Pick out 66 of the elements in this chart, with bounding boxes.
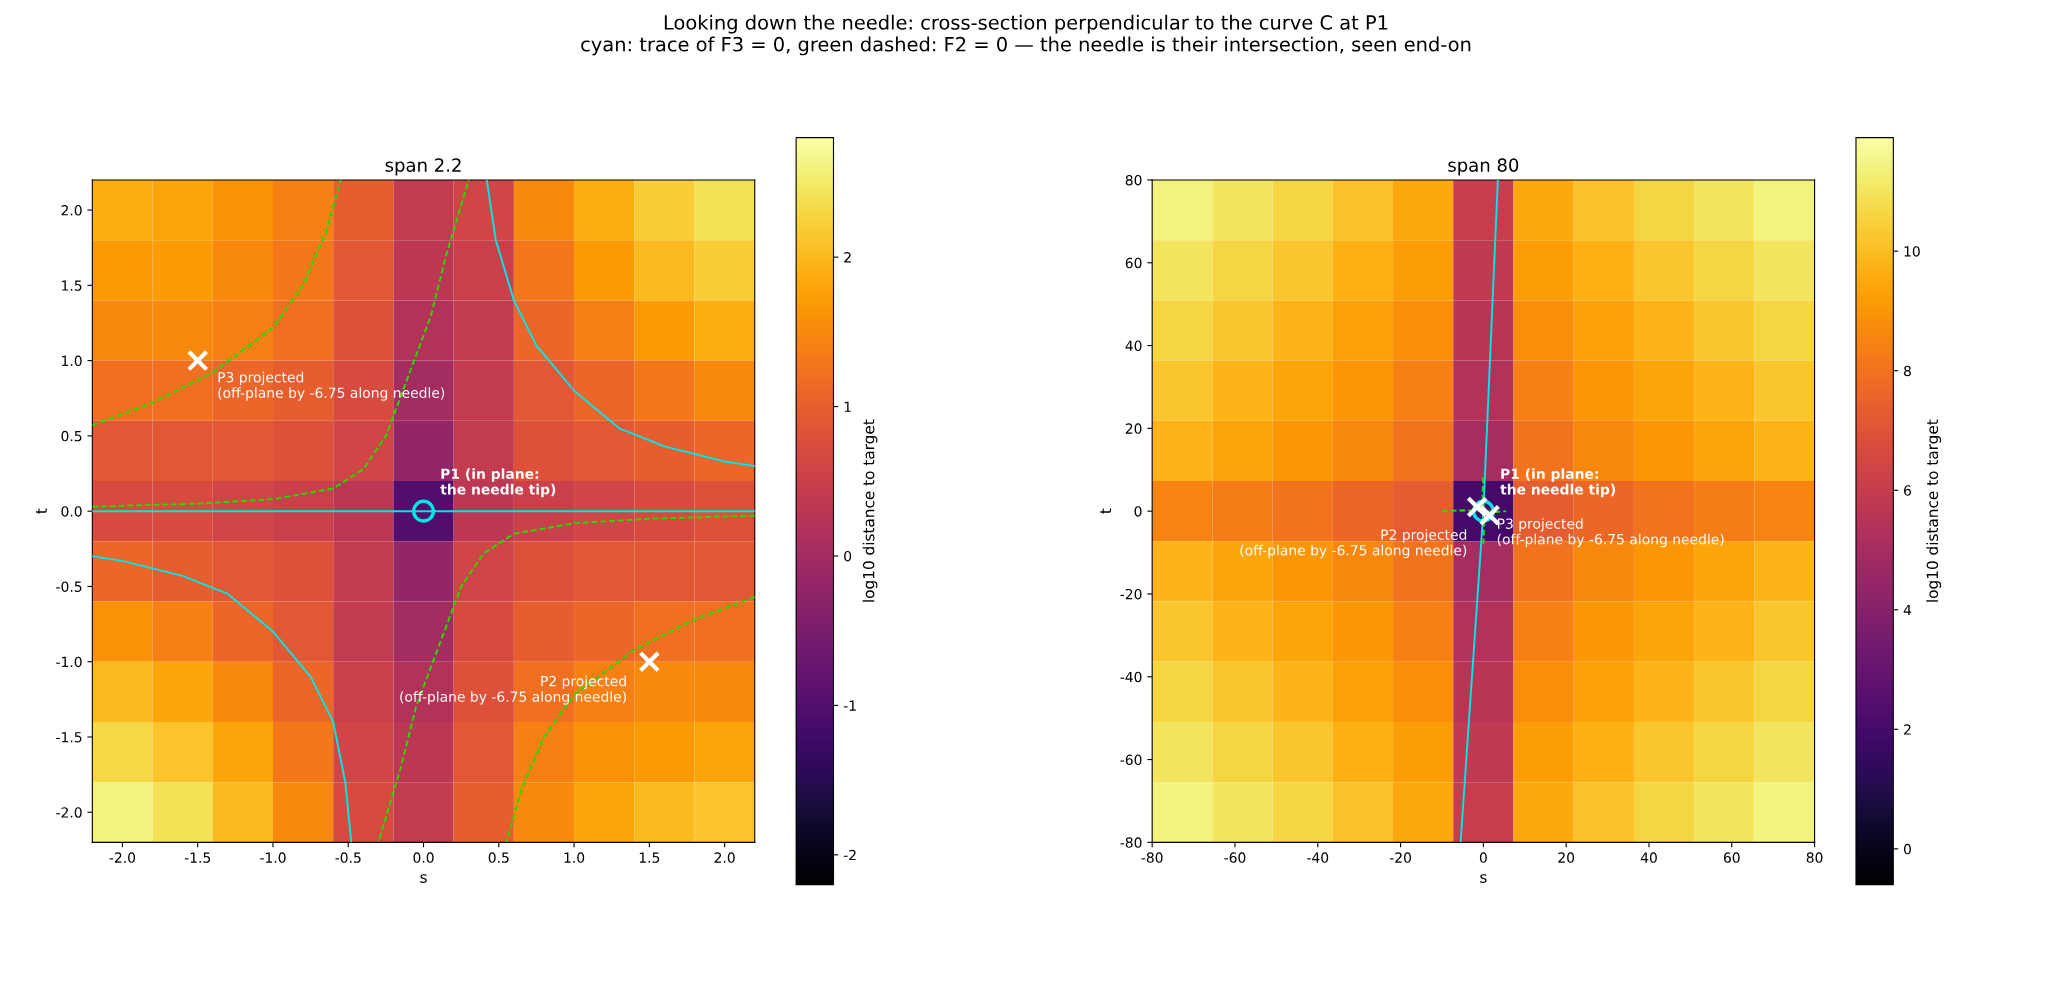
x-axis-title: s [420, 874, 427, 883]
x-tick-label: -80 [1141, 852, 1163, 863]
y-tick-label: 0 [1134, 506, 1142, 517]
y-tick-label: 20 [1125, 423, 1142, 434]
color-bar-label: 0 [1903, 843, 1911, 855]
y-tick-label: -40 [1120, 671, 1142, 683]
y-tick-label: 0.0 [61, 506, 82, 517]
y-tick-label: -20 [1120, 588, 1142, 600]
color-bar-label: 10 [1904, 246, 1920, 257]
color-bar-title: log10 distance to target [1926, 419, 1942, 602]
x-tick-label: 1.5 [639, 852, 660, 863]
x-tick-label: -20 [1389, 852, 1411, 863]
y-tick-label: 1.5 [62, 280, 82, 291]
color-bar-label: 0 [844, 550, 852, 562]
line-series [92, 555, 353, 843]
color-bar-title: log10 distance to target [862, 419, 878, 602]
line-series [377, 514, 755, 843]
x-tick-label: 1.0 [564, 852, 585, 863]
annotation: P3 projected (off-plane by -6.75 along needle) [1497, 518, 1724, 548]
x-tick-label: 2.0 [714, 852, 735, 863]
chart-title: span 2.2 [385, 158, 461, 176]
point [638, 650, 661, 673]
y-tick-label: -0.5 [56, 581, 82, 592]
y-tick-label: -80 [1120, 837, 1142, 848]
x-tick-label: -1.0 [260, 852, 286, 863]
point [186, 349, 209, 372]
annotation: P3 projected (off-plane by -6.75 along needle) [218, 371, 445, 401]
y-tick-label: -60 [1120, 754, 1142, 766]
x-axis-title: s [1480, 874, 1487, 883]
y-tick-label: 1.0 [62, 355, 82, 367]
y-axis-title: t [36, 508, 47, 514]
y-tick-label: 60 [1125, 257, 1142, 269]
annotation: P2 projected (off-plane by -6.75 along needle) [400, 675, 626, 705]
color-bar-label: 4 [1903, 604, 1912, 616]
x-tick-label: 20 [1558, 852, 1575, 863]
x-tick-label: -40 [1307, 852, 1329, 863]
x-tick-label: -60 [1224, 852, 1246, 863]
y-tick-label: 0.5 [61, 430, 82, 442]
line-series [485, 179, 755, 467]
chart-title: span 80 [1448, 158, 1519, 176]
x-tick-label: -0.5 [335, 852, 361, 863]
y-tick-label: -2.0 [56, 807, 82, 818]
y-tick-label: -1.0 [56, 656, 82, 668]
color-bar-label: 1 [844, 401, 851, 412]
color-bar-label: 8 [1904, 365, 1911, 377]
color-bar-label: 6 [1904, 485, 1912, 496]
x-tick-label: 0.0 [413, 852, 434, 863]
x-tick-label: 0 [1479, 852, 1487, 863]
color-bar-label: -2 [843, 849, 856, 861]
text: Looking down the needle: cross-section perpendicular to the curve C at P1 cyan: trace of F3 = 0, green dashed: F2 = 0 — the needle is their intersection, seen end-on [581, 14, 1471, 56]
y-tick-label: 80 [1125, 174, 1142, 186]
x-tick-label: -2.0 [109, 852, 136, 863]
color-bar-label: 2 [1904, 724, 1911, 735]
y-tick-label: 40 [1125, 340, 1142, 352]
color-bar-label: -1 [843, 700, 856, 711]
y-tick-label: -1.5 [56, 732, 82, 743]
y-tick-label: 2.0 [61, 205, 82, 216]
x-tick-label: -1.5 [184, 852, 211, 863]
annotation: P1 (in plane: the needle tip) [440, 468, 556, 498]
color-bar-label: 2 [844, 252, 851, 263]
x-tick-label: 60 [1723, 852, 1740, 863]
x-tick-label: 80 [1806, 852, 1823, 863]
y-axis-title: t [1100, 508, 1112, 514]
x-tick-label: 0.5 [488, 852, 509, 863]
x-tick-label: 40 [1640, 852, 1657, 863]
annotation: P1 (in plane: the needle tip) [1500, 468, 1616, 498]
